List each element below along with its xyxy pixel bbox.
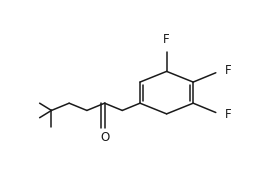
Text: F: F <box>225 64 231 77</box>
Text: F: F <box>163 33 170 46</box>
Text: O: O <box>100 131 109 144</box>
Text: F: F <box>225 108 231 121</box>
